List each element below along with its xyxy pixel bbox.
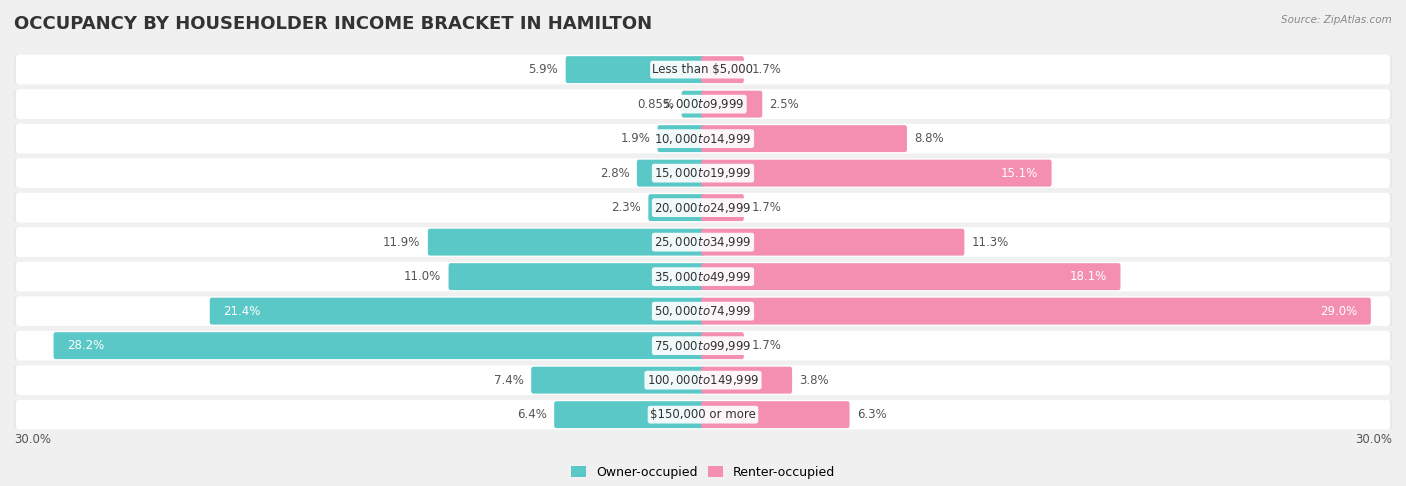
FancyBboxPatch shape [702, 160, 1052, 187]
FancyBboxPatch shape [702, 263, 1121, 290]
FancyBboxPatch shape [14, 400, 1392, 429]
FancyBboxPatch shape [658, 125, 704, 152]
FancyBboxPatch shape [15, 365, 1391, 395]
Text: 6.3%: 6.3% [856, 408, 887, 421]
FancyBboxPatch shape [702, 298, 1371, 325]
Text: $100,000 to $149,999: $100,000 to $149,999 [647, 373, 759, 387]
Text: 30.0%: 30.0% [1355, 433, 1392, 446]
Text: OCCUPANCY BY HOUSEHOLDER INCOME BRACKET IN HAMILTON: OCCUPANCY BY HOUSEHOLDER INCOME BRACKET … [14, 15, 652, 33]
Text: 2.8%: 2.8% [600, 167, 630, 180]
Text: $35,000 to $49,999: $35,000 to $49,999 [654, 270, 752, 284]
Text: $5,000 to $9,999: $5,000 to $9,999 [662, 97, 744, 111]
Text: 3.8%: 3.8% [800, 374, 830, 387]
FancyBboxPatch shape [15, 55, 1391, 85]
FancyBboxPatch shape [209, 298, 704, 325]
Text: 11.9%: 11.9% [384, 236, 420, 249]
FancyBboxPatch shape [565, 56, 704, 83]
Text: 1.9%: 1.9% [620, 132, 650, 145]
FancyBboxPatch shape [14, 124, 1392, 153]
Text: 2.3%: 2.3% [612, 201, 641, 214]
FancyBboxPatch shape [449, 263, 704, 290]
FancyBboxPatch shape [14, 193, 1392, 222]
FancyBboxPatch shape [14, 159, 1392, 187]
FancyBboxPatch shape [14, 262, 1392, 291]
Text: 8.8%: 8.8% [914, 132, 943, 145]
Text: 6.4%: 6.4% [517, 408, 547, 421]
Text: $50,000 to $74,999: $50,000 to $74,999 [654, 304, 752, 318]
FancyBboxPatch shape [554, 401, 704, 428]
FancyBboxPatch shape [427, 229, 704, 256]
FancyBboxPatch shape [15, 158, 1391, 188]
Text: $75,000 to $99,999: $75,000 to $99,999 [654, 339, 752, 353]
FancyBboxPatch shape [14, 90, 1392, 118]
Legend: Owner-occupied, Renter-occupied: Owner-occupied, Renter-occupied [567, 461, 839, 484]
FancyBboxPatch shape [702, 194, 744, 221]
Text: 2.5%: 2.5% [769, 98, 800, 111]
FancyBboxPatch shape [648, 194, 704, 221]
FancyBboxPatch shape [15, 124, 1391, 154]
FancyBboxPatch shape [702, 401, 849, 428]
Text: Less than $5,000: Less than $5,000 [652, 63, 754, 76]
FancyBboxPatch shape [14, 331, 1392, 360]
FancyBboxPatch shape [531, 367, 704, 394]
Text: Source: ZipAtlas.com: Source: ZipAtlas.com [1281, 15, 1392, 25]
Text: 5.9%: 5.9% [529, 63, 558, 76]
FancyBboxPatch shape [702, 332, 744, 359]
FancyBboxPatch shape [702, 125, 907, 152]
Text: $15,000 to $19,999: $15,000 to $19,999 [654, 166, 752, 180]
FancyBboxPatch shape [15, 89, 1391, 119]
FancyBboxPatch shape [702, 229, 965, 256]
FancyBboxPatch shape [14, 228, 1392, 256]
FancyBboxPatch shape [15, 193, 1391, 223]
Text: 1.7%: 1.7% [751, 201, 782, 214]
FancyBboxPatch shape [14, 366, 1392, 394]
FancyBboxPatch shape [15, 262, 1391, 292]
Text: 1.7%: 1.7% [751, 63, 782, 76]
FancyBboxPatch shape [702, 56, 744, 83]
Text: 30.0%: 30.0% [14, 433, 51, 446]
FancyBboxPatch shape [15, 331, 1391, 361]
FancyBboxPatch shape [53, 332, 704, 359]
Text: $10,000 to $14,999: $10,000 to $14,999 [654, 132, 752, 146]
Text: 11.0%: 11.0% [404, 270, 441, 283]
FancyBboxPatch shape [15, 400, 1391, 430]
Text: 15.1%: 15.1% [1001, 167, 1038, 180]
Text: 1.7%: 1.7% [751, 339, 782, 352]
FancyBboxPatch shape [702, 367, 792, 394]
Text: 0.85%: 0.85% [637, 98, 675, 111]
Text: 29.0%: 29.0% [1320, 305, 1358, 318]
Text: 11.3%: 11.3% [972, 236, 1010, 249]
Text: $150,000 or more: $150,000 or more [650, 408, 756, 421]
Text: $20,000 to $24,999: $20,000 to $24,999 [654, 201, 752, 215]
FancyBboxPatch shape [702, 91, 762, 118]
FancyBboxPatch shape [14, 297, 1392, 325]
FancyBboxPatch shape [15, 296, 1391, 326]
FancyBboxPatch shape [15, 227, 1391, 257]
Text: $25,000 to $34,999: $25,000 to $34,999 [654, 235, 752, 249]
Text: 28.2%: 28.2% [67, 339, 104, 352]
Text: 7.4%: 7.4% [494, 374, 524, 387]
FancyBboxPatch shape [682, 91, 704, 118]
Text: 21.4%: 21.4% [224, 305, 260, 318]
Text: 18.1%: 18.1% [1070, 270, 1107, 283]
FancyBboxPatch shape [637, 160, 704, 187]
FancyBboxPatch shape [14, 55, 1392, 84]
